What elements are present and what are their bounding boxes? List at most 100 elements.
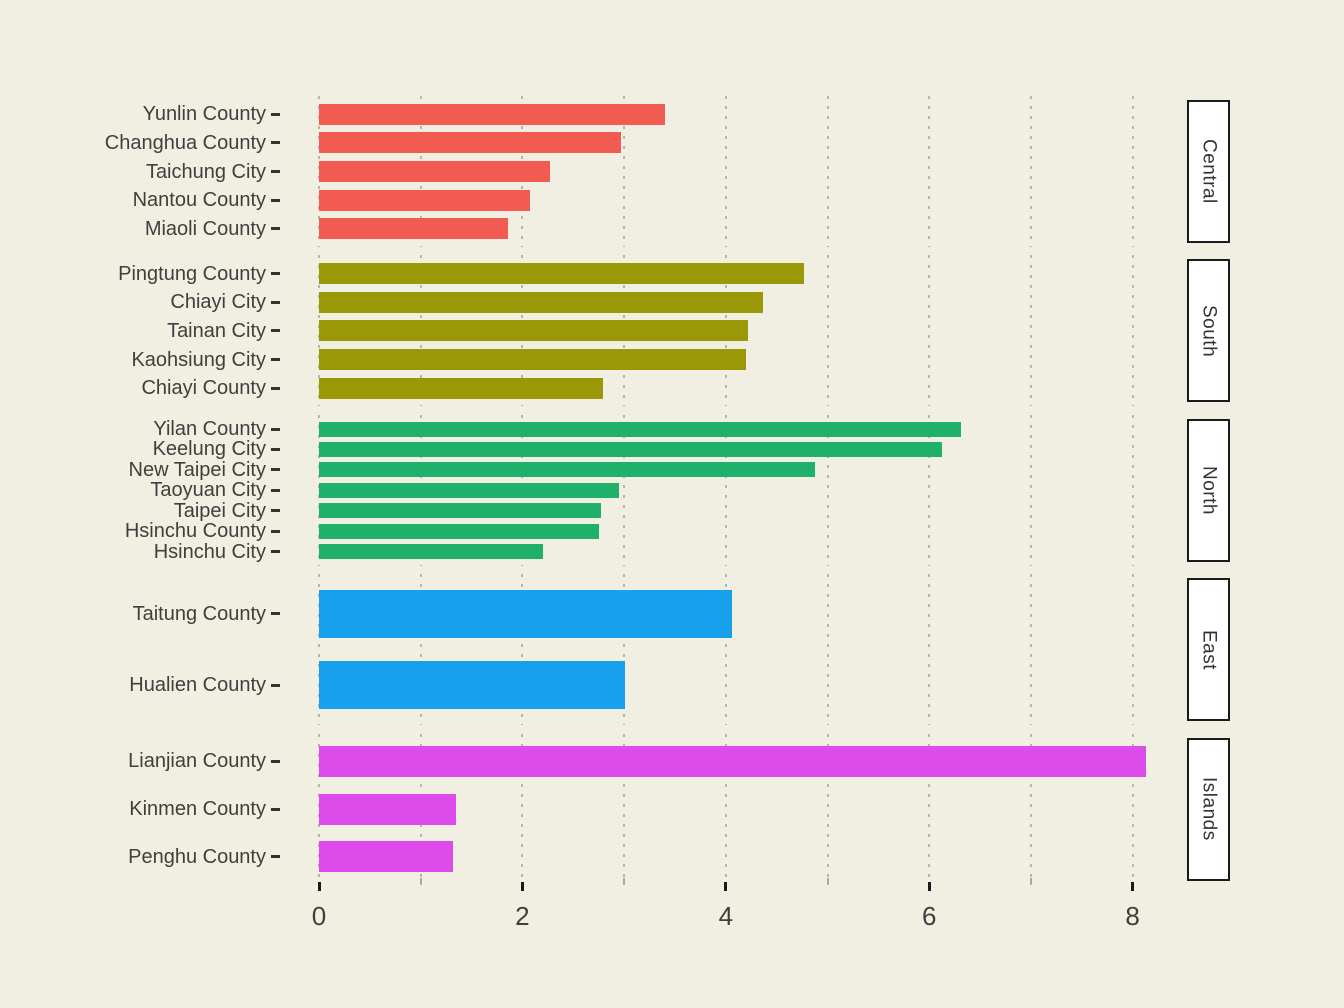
y-tick <box>271 141 280 145</box>
y-axis-label: Hualien County <box>129 674 266 697</box>
gridline-x <box>623 733 626 885</box>
bar <box>319 132 622 154</box>
y-axis-label: Chiayi County <box>141 377 266 400</box>
facet-panel-south <box>278 255 1186 407</box>
y-tick <box>271 300 280 304</box>
gridline-x <box>1131 733 1134 885</box>
facet-strip-east: East <box>1187 578 1230 722</box>
gridline-x <box>1029 255 1032 407</box>
bar <box>319 745 1146 777</box>
x-minor-tick <box>623 878 626 884</box>
y-axis-label: Miaoli County <box>144 217 266 240</box>
y-axis-label: New Taipei City <box>128 458 266 481</box>
gridline-x <box>724 733 727 885</box>
bar <box>319 661 626 710</box>
gridline-x <box>826 414 829 566</box>
facet-strip-islands: Islands <box>1187 737 1230 881</box>
x-tick <box>927 882 931 891</box>
facet-strip-label: South <box>1198 304 1220 357</box>
bar <box>319 103 665 125</box>
bar <box>319 291 764 313</box>
y-axis-label: Kaohsiung City <box>131 348 266 371</box>
y-tick <box>271 386 280 390</box>
gridline-x <box>1029 574 1032 726</box>
gridline-x <box>623 574 626 726</box>
y-tick <box>271 612 280 616</box>
y-axis-label: Nantou County <box>132 189 266 212</box>
gridline-x <box>928 414 931 566</box>
y-tick <box>271 272 280 276</box>
gridline-x <box>928 733 931 885</box>
gridline-x <box>1029 733 1032 885</box>
y-axis-label: Keelung City <box>152 438 266 461</box>
facet-panel-east <box>278 574 1186 726</box>
y-tick <box>271 112 280 116</box>
gridline-x <box>318 574 320 726</box>
facet-panel-islands <box>278 733 1186 885</box>
gridline-x <box>1029 96 1032 247</box>
y-axis-label: Taitung County <box>132 602 266 625</box>
y-tick <box>271 683 280 687</box>
gridline-x <box>724 96 727 247</box>
gridline-x <box>1131 255 1134 407</box>
y-axis-label: Tainan City <box>167 319 266 342</box>
y-tick <box>271 427 280 431</box>
gridline-x <box>1029 414 1032 566</box>
y-tick <box>271 447 280 451</box>
bar <box>319 189 530 211</box>
y-tick <box>271 468 280 472</box>
x-tick <box>1131 882 1135 891</box>
bar <box>319 348 747 370</box>
y-axis-label: Hsinchu City <box>153 540 266 563</box>
y-tick <box>271 170 280 173</box>
facet-strip-south: South <box>1187 259 1230 403</box>
bar <box>319 218 509 240</box>
facet-strip-label: East <box>1198 629 1220 670</box>
y-axis-label: Chiayi City <box>170 291 266 314</box>
x-minor-tick <box>419 878 422 884</box>
bar <box>319 421 961 437</box>
x-tick-label: 8 <box>1125 901 1140 931</box>
y-tick <box>271 855 280 859</box>
facet-panel-north <box>278 414 1186 566</box>
gridline-x <box>1131 574 1134 726</box>
y-tick <box>271 807 280 811</box>
bar <box>319 589 732 638</box>
facet-strip-label: Central <box>1198 139 1220 204</box>
facet-strip-label: Islands <box>1198 777 1220 841</box>
y-tick <box>271 529 280 533</box>
facet-panel-central <box>278 96 1186 247</box>
y-axis-label: Yunlin County <box>142 103 266 126</box>
gridline-x <box>521 574 524 726</box>
y-tick <box>271 329 280 333</box>
y-tick <box>271 198 280 202</box>
x-tick <box>724 882 728 891</box>
facet-strip-label: North <box>1198 465 1220 515</box>
bar <box>319 841 454 873</box>
y-axis-label: Kinmen County <box>129 798 266 821</box>
x-minor-tick <box>826 878 829 884</box>
x-tick-label: 2 <box>515 901 530 931</box>
gridline-x <box>521 733 524 885</box>
gridline-x <box>928 255 931 407</box>
bar <box>319 544 543 560</box>
gridline-x <box>826 255 829 407</box>
bar <box>319 793 457 825</box>
y-axis-label: Hsinchu County <box>124 520 266 543</box>
y-tick <box>271 488 280 492</box>
x-tick-label: 6 <box>921 901 937 931</box>
gridline-x <box>826 733 829 885</box>
x-tick <box>317 882 321 891</box>
y-axis-label: Penghu County <box>128 845 266 868</box>
bar <box>319 377 603 399</box>
facet-strip-central: Central <box>1187 100 1230 243</box>
y-tick <box>271 550 280 554</box>
y-axis-label: Taichung City <box>145 160 266 183</box>
gridline-x <box>724 574 727 726</box>
y-axis-label: Changhua County <box>104 131 266 154</box>
bar <box>319 482 619 498</box>
bar <box>319 441 943 457</box>
x-minor-tick <box>1029 878 1032 884</box>
x-tick <box>520 882 524 891</box>
bar <box>319 161 550 182</box>
